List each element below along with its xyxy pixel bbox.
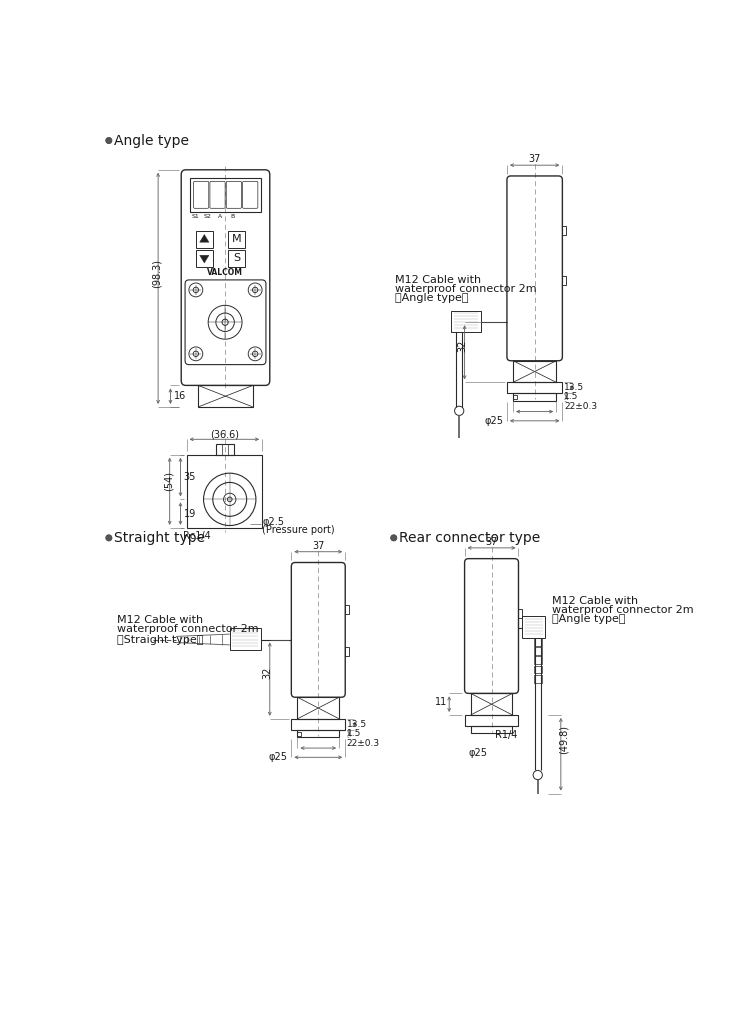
Text: 37: 37 [485,537,498,547]
Bar [186,454,262,527]
Bar [228,231,245,247]
Circle shape [390,535,397,541]
Text: 35: 35 [183,472,196,482]
Bar [229,628,261,650]
Text: (36.6): (36.6) [211,430,240,440]
Bar [562,276,566,285]
Text: 32: 32 [262,666,273,679]
Text: (98.3): (98.3) [151,260,162,288]
Text: （Angle type）: （Angle type） [551,615,625,624]
Text: S2: S2 [203,213,212,218]
Bar [191,177,261,212]
Bar [534,647,542,655]
Text: φ25: φ25 [484,416,503,425]
Polygon shape [200,235,209,242]
Text: (Pressure port): (Pressure port) [262,525,335,536]
Text: 37: 37 [312,541,325,551]
Text: 22±0.3: 22±0.3 [564,403,597,411]
Bar [471,693,513,715]
Bar [297,729,339,737]
Bar [216,444,235,454]
Text: (49.8): (49.8) [558,725,568,754]
Bar [534,656,542,664]
Bar [451,311,481,333]
Text: φ2.5: φ2.5 [262,517,284,526]
Text: S: S [233,253,240,264]
Text: M12 Cable with: M12 Cable with [116,615,203,625]
Bar [513,393,557,401]
Bar [562,226,566,235]
Text: Angle type: Angle type [114,134,189,147]
Bar [297,732,301,735]
Text: (54): (54) [163,472,173,491]
Text: φ25: φ25 [268,752,288,762]
Bar [196,231,213,247]
Bar [507,382,562,393]
Text: VALCOM: VALCOM [207,268,243,277]
Bar [228,250,245,267]
Text: （Straight type）: （Straight type） [116,636,203,645]
Bar [522,616,545,638]
Bar [519,609,522,618]
Text: φ25: φ25 [469,749,487,758]
Text: 1.5: 1.5 [347,729,361,737]
Text: 13.5: 13.5 [346,720,367,728]
Text: （Angle type）: （Angle type） [396,294,469,304]
Text: waterproof connector 2m: waterproof connector 2m [116,624,259,634]
Text: Straight type: Straight type [114,530,206,545]
Text: 1.5: 1.5 [564,392,579,402]
Bar [198,385,253,407]
Text: 22±0.3: 22±0.3 [346,739,380,748]
Text: Rear connector type: Rear connector type [399,530,540,545]
Text: 32: 32 [457,340,467,352]
Bar [471,726,513,733]
Text: waterproof connector 2m: waterproof connector 2m [551,606,693,615]
Bar [534,675,542,683]
Bar [291,719,345,729]
Bar [534,665,542,674]
Bar [513,360,557,382]
Text: 11: 11 [434,697,447,707]
Bar [513,396,517,400]
Bar [196,250,213,267]
Bar [345,605,349,614]
Polygon shape [200,255,209,263]
Text: B: B [230,213,234,218]
Bar [534,638,542,646]
Text: S1: S1 [191,213,199,218]
Bar [297,697,339,719]
Text: A: A [218,213,222,218]
Text: R1/4: R1/4 [495,730,518,740]
Bar [345,647,349,656]
Text: Rc1/4: Rc1/4 [183,530,211,541]
Circle shape [106,137,112,143]
Text: 16: 16 [174,391,186,401]
Text: M12 Cable with: M12 Cable with [396,275,481,285]
Text: waterproof connector 2m: waterproof connector 2m [396,284,537,295]
Text: M: M [232,234,241,244]
Circle shape [106,535,112,541]
Text: 13.5: 13.5 [564,383,584,392]
Text: 37: 37 [528,154,541,164]
Text: 19: 19 [183,509,196,519]
Text: M12 Cable with: M12 Cable with [551,596,638,606]
Bar [465,715,519,726]
